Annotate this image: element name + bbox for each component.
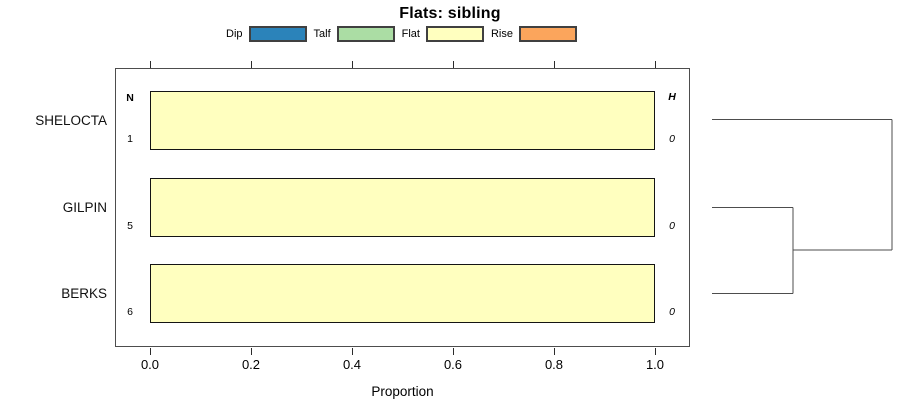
x-axis-label: Proportion xyxy=(371,384,434,399)
legend-item-flat: Flat xyxy=(402,26,484,42)
x-tick-label: 0.8 xyxy=(544,357,564,372)
legend-swatch-dip xyxy=(248,26,307,42)
bar-berks xyxy=(150,264,655,323)
bottom-axis-tick xyxy=(554,348,555,355)
bar-shelocta xyxy=(150,91,655,150)
x-tick-label: 0.2 xyxy=(241,357,261,372)
x-tick-label: 0.6 xyxy=(443,357,463,372)
h-column-header: H xyxy=(668,91,676,103)
legend-label: Dip xyxy=(226,28,243,40)
top-axis-tick xyxy=(251,61,252,68)
legend-item-talf: Talf xyxy=(314,26,395,42)
bar-segment-flat xyxy=(150,264,655,323)
bottom-axis-tick xyxy=(352,348,353,355)
x-tick-label: 1.0 xyxy=(645,357,665,372)
x-tick-label: 0.4 xyxy=(342,357,362,372)
legend-label: Flat xyxy=(401,28,420,40)
legend-swatch-talf xyxy=(336,26,395,42)
h-value-berks: 0 xyxy=(669,306,675,318)
legend-label: Talf xyxy=(313,28,331,40)
row-label-shelocta: SHELOCTA xyxy=(35,113,107,128)
legend-label: Rise xyxy=(490,28,513,40)
n-value-shelocta: 1 xyxy=(127,133,133,145)
legend-item-rise: Rise xyxy=(491,26,577,42)
bar-gilpin xyxy=(150,178,655,237)
n-value-berks: 6 xyxy=(127,306,133,318)
legend-item-dip: Dip xyxy=(226,26,307,42)
legend-swatch-rise xyxy=(519,26,577,42)
bottom-axis-tick xyxy=(150,348,151,355)
top-axis-tick xyxy=(150,61,151,68)
row-label-gilpin: GILPIN xyxy=(62,200,107,215)
bottom-axis-tick xyxy=(655,348,656,355)
legend-swatch-flat xyxy=(425,26,484,42)
top-axis-tick xyxy=(453,61,454,68)
n-value-gilpin: 5 xyxy=(127,220,133,232)
x-tick-label: 0.0 xyxy=(140,357,160,372)
legend: Dip Talf Flat Rise xyxy=(226,26,577,42)
row-label-berks: BERKS xyxy=(61,286,107,301)
h-value-shelocta: 0 xyxy=(669,133,675,145)
h-value-gilpin: 0 xyxy=(669,220,675,232)
top-axis-tick xyxy=(655,61,656,68)
top-axis-tick xyxy=(554,61,555,68)
chart-title: Flats: sibling xyxy=(399,5,501,22)
bottom-axis-tick xyxy=(251,348,252,355)
bottom-axis-tick xyxy=(453,348,454,355)
bar-segment-flat xyxy=(150,178,655,237)
bar-segment-flat xyxy=(150,91,655,150)
top-axis-tick xyxy=(352,61,353,68)
n-column-header: N xyxy=(126,92,134,104)
